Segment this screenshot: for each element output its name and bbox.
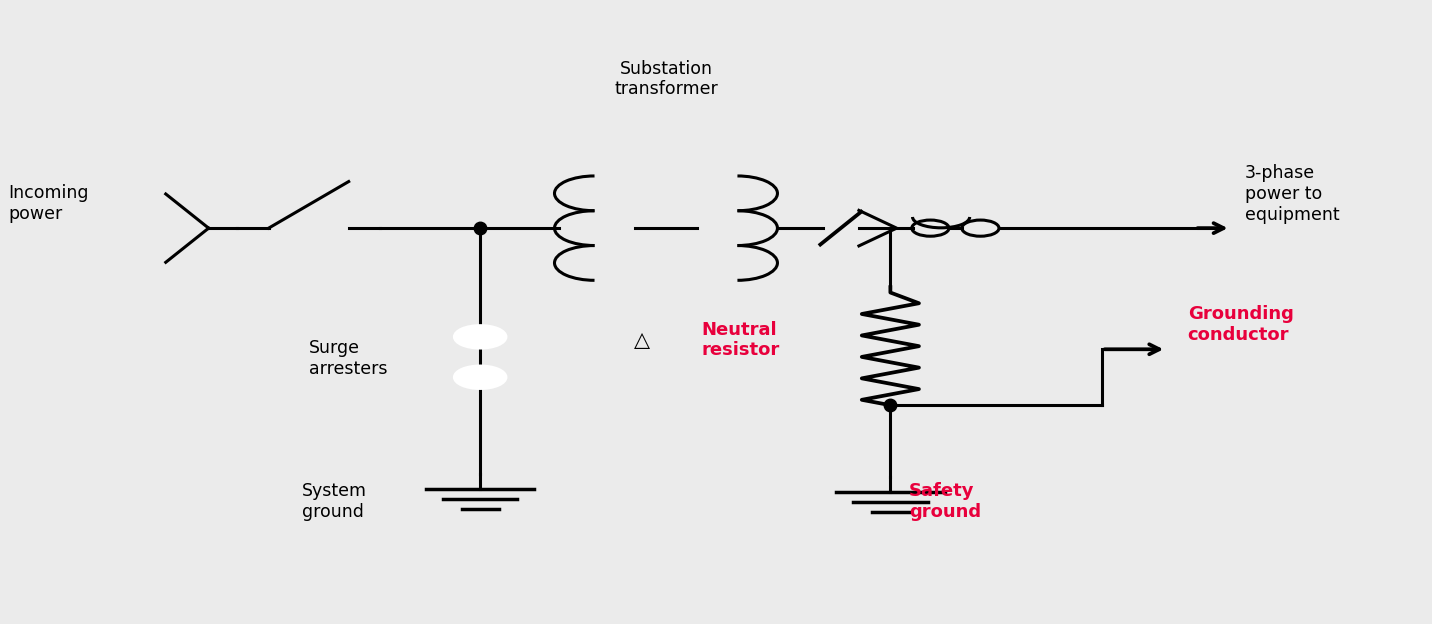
Text: Substation
transformer: Substation transformer bbox=[614, 60, 717, 99]
Circle shape bbox=[454, 366, 505, 388]
Text: System
ground: System ground bbox=[302, 482, 367, 521]
Text: Safety
ground: Safety ground bbox=[909, 482, 981, 521]
Text: 3-phase
power to
equipment: 3-phase power to equipment bbox=[1244, 164, 1339, 224]
Circle shape bbox=[454, 326, 505, 348]
Text: Grounding
conductor: Grounding conductor bbox=[1187, 305, 1293, 344]
Text: △: △ bbox=[634, 330, 650, 350]
Text: Neutral
resistor: Neutral resistor bbox=[702, 321, 780, 359]
Text: Surge
arresters: Surge arresters bbox=[309, 339, 387, 378]
Text: Incoming
power: Incoming power bbox=[9, 184, 89, 223]
